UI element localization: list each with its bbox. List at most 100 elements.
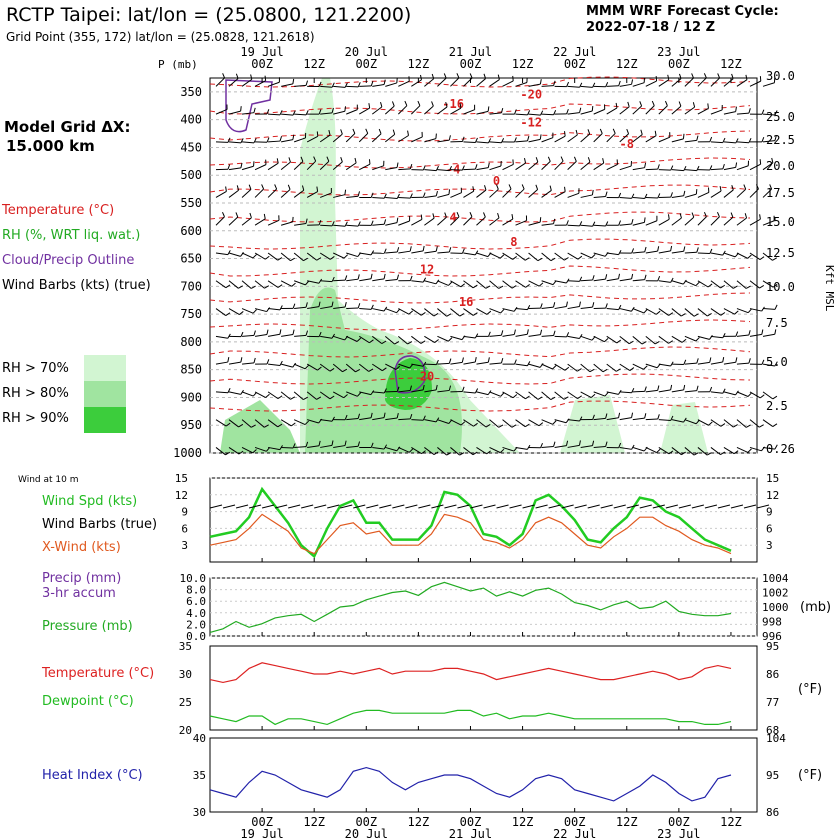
wind-barb-flag (657, 276, 661, 282)
wind-barb-flag (274, 184, 278, 190)
wind-barb (671, 138, 684, 143)
wind-barb-flag (550, 257, 556, 262)
heat-index-tick-right-f: 104 (766, 732, 786, 745)
wind-barb-flag (277, 395, 283, 400)
wind-barb-flag (716, 212, 720, 217)
wind-barb (476, 280, 487, 289)
wind-barb (619, 391, 632, 394)
wind-barb-flag (370, 192, 374, 198)
surface-wind-barb (366, 504, 379, 509)
wind-barb-flag (409, 193, 413, 199)
wind-barb-flag (435, 384, 438, 390)
wind-barb-flag (265, 393, 270, 398)
wind-barb-flag (691, 73, 695, 79)
wind-barb (632, 363, 644, 370)
wind-barb (606, 363, 617, 372)
wind-at-label: Wind at 10 m (18, 475, 79, 485)
temperature-contour-label: -8 (620, 137, 634, 151)
date-label-top: 20 Jul (345, 45, 388, 59)
wind-barb (658, 218, 670, 226)
wind-barb-flag (709, 248, 713, 254)
wind-barb-flag (616, 339, 622, 344)
wind-barb (567, 444, 580, 448)
wind-barb (463, 419, 474, 427)
wind-barb (397, 105, 408, 115)
wind-barb (254, 188, 264, 198)
wind-barb (489, 188, 499, 198)
wind-barb (671, 78, 682, 87)
wind-barb (606, 308, 619, 311)
legend-rh80-label: RH > 80% (2, 386, 69, 401)
date-label-bottom: 19 Jul (240, 827, 283, 840)
wind-barb (476, 361, 489, 365)
wind-barb (228, 447, 240, 455)
hour-label-bottom: 12Z (512, 815, 534, 829)
wind-barb-flag (511, 214, 514, 220)
wind-barb-flag (732, 285, 738, 289)
wind-barb (411, 419, 424, 421)
wind-barb-flag (383, 412, 386, 418)
wind-barb-flag (460, 421, 466, 426)
wind-barb (358, 133, 369, 143)
hour-label-top: 12Z (616, 57, 638, 71)
wind-barb (307, 306, 320, 310)
wind-barb-flag (380, 101, 383, 108)
pressure-tick-label: 700 (180, 279, 202, 293)
wind-barb-flag (417, 100, 421, 106)
wind-barb (567, 112, 580, 115)
pressure-legend: Pressure (mb) (42, 619, 133, 634)
wind-barb-flag (287, 184, 291, 190)
wind-barb (762, 188, 772, 198)
wind-barb (502, 163, 514, 171)
wind-barb (437, 251, 450, 254)
wind-barb (306, 391, 317, 400)
wind-tick-left: 15 (175, 472, 188, 485)
wind-barb-flag (316, 257, 322, 261)
wind-barb (450, 419, 462, 426)
wind-barb (762, 140, 775, 143)
wind-barb (424, 419, 437, 423)
wind-barb-flag (577, 395, 582, 400)
wind-barb (736, 362, 749, 365)
wind-barb-flag (566, 220, 569, 226)
wind-barb (424, 363, 437, 366)
wind-barb-flag (279, 136, 283, 142)
dewpoint-legend: Dewpoint (°C) (42, 694, 134, 709)
wind-barb-flag (459, 452, 465, 456)
wind-barb (528, 391, 539, 400)
wind-barb-flag (664, 100, 668, 106)
wind-barb-flag (587, 129, 591, 135)
wind-barb-flag (460, 283, 466, 288)
wind-barb-flag (707, 283, 713, 288)
wind-barb-flag (227, 250, 231, 255)
wind-barb (215, 109, 228, 115)
wind-barb-flag (369, 339, 374, 344)
wind-barb (632, 134, 643, 143)
wind-barb-flag (486, 310, 492, 315)
wind-barb (215, 191, 227, 198)
pressure-tick-right: 1002 (762, 587, 789, 600)
surface-wind-barb (261, 504, 275, 509)
wind-barb (241, 391, 254, 397)
wind-barb (254, 80, 266, 87)
wind-barb (346, 335, 358, 342)
wind-barb (463, 280, 474, 289)
wind-barb (476, 391, 489, 396)
wind-barb (228, 308, 240, 316)
wind-barb (541, 445, 554, 448)
wind-barb (749, 419, 760, 428)
wind-barb-flag (730, 212, 734, 218)
wind-barb (580, 363, 591, 373)
wind-tick-right: 12 (766, 489, 779, 502)
wind-barb (411, 447, 422, 455)
wind-barb (515, 162, 526, 171)
wind-barb (228, 78, 239, 87)
wind-barb-flag (735, 390, 739, 396)
wind-barb-flag (250, 74, 253, 80)
temperature-contour (209, 346, 751, 358)
hour-label-bottom: 12Z (720, 815, 742, 829)
wind-barb (424, 447, 435, 455)
wind-barb-flag (774, 135, 777, 141)
wind-barb (424, 217, 435, 226)
wind-barb-flag (487, 390, 492, 395)
